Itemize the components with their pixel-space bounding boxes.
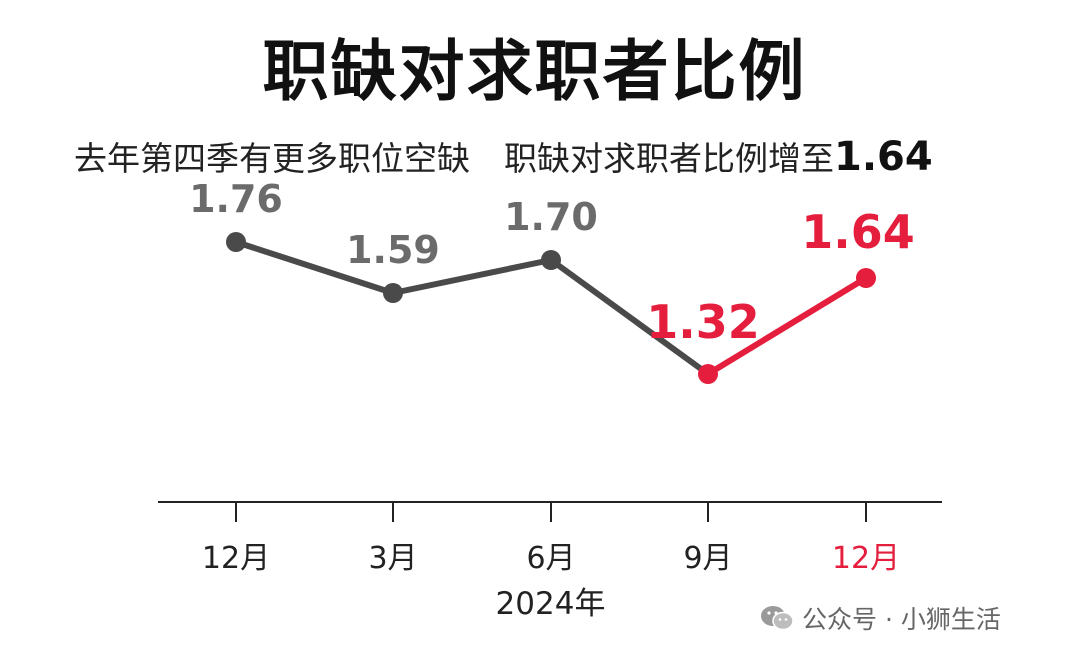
series-line-segment <box>548 257 711 377</box>
data-label: 1.59 <box>346 228 440 272</box>
subtitle-highlight-value: 1.64 <box>834 134 933 180</box>
data-label: 1.32 <box>646 295 760 349</box>
x-tick-label: 6月 <box>526 541 575 576</box>
series-line-segment <box>233 239 396 296</box>
x-tick-label: 12月 <box>832 541 900 576</box>
data-label: 1.70 <box>504 195 598 239</box>
watermark: 公众号 · 小狮生活 <box>760 600 1001 638</box>
data-label: 1.76 <box>189 177 283 221</box>
data-point <box>856 268 876 288</box>
x-tick-label: 12月 <box>202 541 270 576</box>
wechat-icon <box>760 604 794 638</box>
chart-subtitle: 去年第四季有更多职位空缺 职缺对求职者比例增至1.64 <box>74 132 1034 180</box>
data-point <box>226 232 246 252</box>
data-point <box>541 250 561 270</box>
data-point <box>383 283 403 303</box>
subtitle-part2: 职缺对求职者比例增至 <box>504 139 834 178</box>
chart-title: 职缺对求职者比例 <box>262 33 807 110</box>
x-axis-group-label: 2024年 <box>496 586 606 622</box>
data-point <box>698 364 718 384</box>
data-label: 1.64 <box>801 205 915 259</box>
subtitle-part1: 去年第四季有更多职位空缺 <box>74 139 470 178</box>
series-line-segment <box>390 257 554 296</box>
watermark-text: 公众号 · 小狮生活 <box>802 605 1001 634</box>
series-line-segment <box>705 275 869 377</box>
x-tick-label: 9月 <box>683 541 732 576</box>
x-tick-label: 3月 <box>368 541 417 576</box>
